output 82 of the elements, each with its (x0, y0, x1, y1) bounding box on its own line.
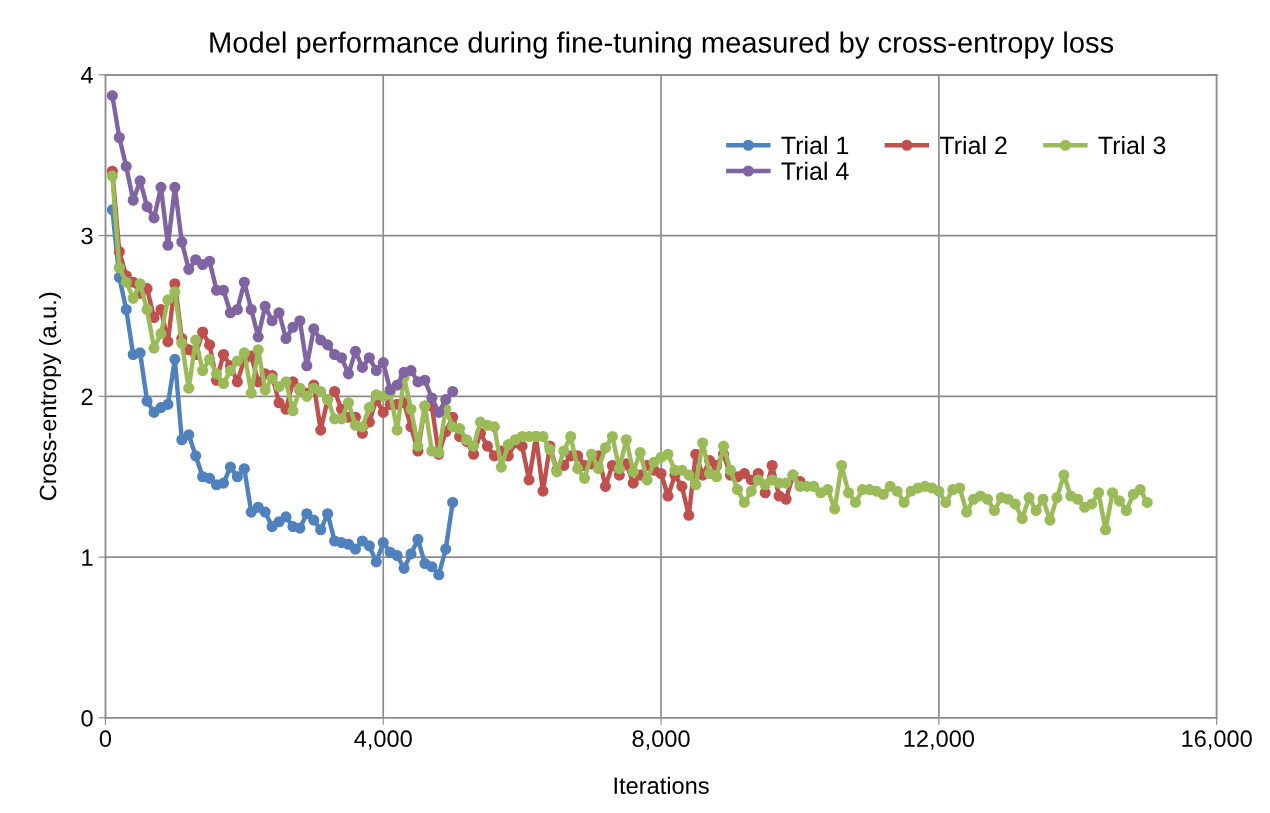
point (224, 461, 236, 473)
point (162, 239, 174, 251)
point (315, 524, 327, 536)
x-tick-label: 8,000 (632, 730, 690, 750)
point (308, 514, 320, 526)
point (335, 352, 348, 364)
point (426, 392, 438, 404)
x-tick-label: 12,000 (904, 730, 975, 750)
point (377, 357, 389, 369)
point (301, 508, 313, 520)
point (238, 276, 250, 288)
point (398, 562, 410, 574)
point (294, 522, 306, 534)
point (245, 303, 257, 316)
legend-label: Trial 4 (781, 161, 849, 181)
point (440, 393, 452, 406)
point (231, 303, 243, 316)
point (356, 361, 368, 373)
point (273, 307, 285, 319)
point (433, 406, 445, 418)
x-tick-label: 4,000 (354, 730, 412, 750)
point (134, 347, 146, 359)
x-tick-label: 16,000 (1182, 730, 1252, 750)
y-tick-label: 4 (81, 67, 93, 84)
point (280, 511, 292, 523)
point (169, 181, 181, 193)
point (294, 315, 306, 327)
point (162, 398, 174, 410)
point (141, 201, 153, 213)
legend-label: Trial 3 (1098, 135, 1166, 155)
point (169, 353, 181, 365)
point (204, 472, 216, 484)
point (120, 160, 132, 172)
point (419, 374, 431, 386)
legend-label: Trial 1 (781, 135, 849, 155)
point (308, 323, 320, 335)
point (113, 131, 125, 144)
y-axis-title: Cross-entropy (a.u.) (39, 292, 62, 501)
point (190, 450, 202, 462)
point (370, 365, 382, 377)
legend-label: Trial 2 (939, 135, 1007, 155)
point (106, 90, 118, 102)
point (440, 543, 452, 555)
y-tick-label: 1 (82, 549, 93, 566)
point (412, 533, 424, 545)
point (231, 471, 243, 483)
point (405, 548, 417, 560)
point (377, 537, 389, 549)
point (391, 379, 403, 391)
point (134, 175, 146, 187)
point (405, 365, 417, 377)
point (363, 540, 375, 552)
point (141, 395, 153, 407)
point (363, 352, 375, 364)
point (322, 339, 334, 351)
chart-title: Model performance during fine-tuning measured by cross-entropy loss (210, 31, 1114, 59)
point (447, 385, 459, 398)
point (433, 569, 445, 581)
y-tick-label: 2 (81, 388, 93, 405)
point (447, 496, 459, 509)
point (148, 212, 160, 224)
point (391, 549, 403, 562)
point (252, 331, 264, 343)
point (287, 321, 299, 333)
point (266, 315, 278, 327)
y-tick-label: 0 (81, 709, 93, 727)
point (204, 255, 216, 267)
point (155, 181, 167, 193)
point (259, 506, 271, 518)
point (120, 303, 132, 316)
point (176, 236, 188, 248)
y-tick-label: 3 (81, 227, 93, 245)
point (342, 368, 355, 380)
point (183, 429, 195, 441)
x-axis-title: Iterations (614, 776, 709, 795)
point (301, 360, 313, 372)
point (349, 345, 361, 357)
point (426, 561, 438, 573)
x-tick-label: 0 (99, 730, 112, 748)
point (349, 543, 361, 555)
point (259, 300, 271, 312)
point (238, 463, 250, 475)
